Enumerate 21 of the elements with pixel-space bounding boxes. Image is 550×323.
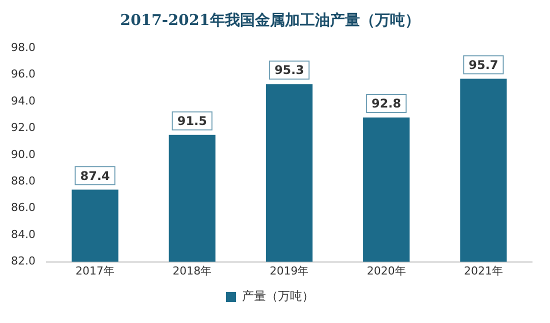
y-tick-label: 84.0 bbox=[10, 228, 36, 241]
x-tick-label: 2020年 bbox=[366, 264, 406, 278]
y-tick-label: 82.0 bbox=[10, 254, 36, 268]
x-tick-label: 2018年 bbox=[172, 264, 212, 278]
y-tick-label: 90.0 bbox=[10, 148, 36, 161]
y-tick-label: 96.0 bbox=[10, 68, 36, 81]
data-label: 95.3 bbox=[274, 63, 304, 78]
y-tick-label: 86.0 bbox=[10, 201, 36, 214]
y-tick-label: 98.0 bbox=[10, 40, 36, 54]
x-tick-label: 2021年 bbox=[464, 264, 503, 278]
x-tick-label: 2019年 bbox=[270, 264, 309, 278]
data-label: 91.5 bbox=[177, 114, 207, 128]
y-tick-label: 92.0 bbox=[10, 121, 36, 134]
chart-title: 2017-2021年我国金属加工油产量（万吨） bbox=[120, 10, 420, 29]
data-label: 95.7 bbox=[468, 58, 498, 72]
data-label: 92.8 bbox=[372, 96, 402, 111]
y-tick-label: 88.0 bbox=[10, 174, 36, 188]
x-tick-label: 2017年 bbox=[76, 264, 115, 278]
legend-label: 产量（万吨） bbox=[242, 289, 314, 304]
y-tick-label: 94.0 bbox=[10, 94, 36, 108]
data-label: 87.4 bbox=[80, 168, 110, 183]
